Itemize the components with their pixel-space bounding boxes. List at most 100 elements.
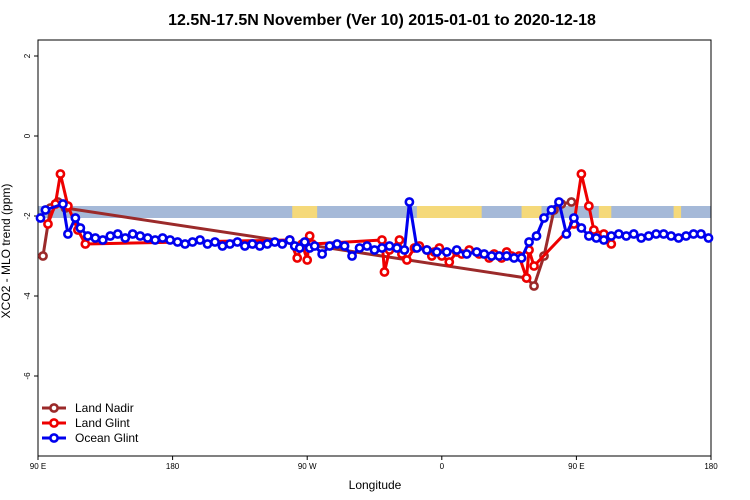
data-point-ocean-glint: [421, 245, 432, 255]
legend-item-ocean-glint: Ocean Glint: [42, 431, 139, 445]
series-ocean-glint: [35, 197, 714, 263]
data-point-land-glint: [55, 169, 66, 179]
data-point-ocean-glint: [621, 231, 632, 241]
data-point-land-glint: [43, 219, 53, 229]
data-point-ocean-glint: [546, 205, 557, 215]
chart-title: 12.5N-17.5N November (Ver 10) 2015-01-01…: [168, 12, 596, 29]
data-point-ocean-glint: [681, 231, 691, 241]
data-point-ocean-glint: [82, 231, 93, 241]
x-axis-label: Longitude: [349, 478, 402, 492]
data-point-ocean-glint: [97, 235, 108, 245]
legend-label: Ocean Glint: [75, 431, 139, 445]
data-point-ocean-glint: [479, 249, 490, 259]
data-point-ocean-glint: [441, 247, 452, 257]
data-point-ocean-glint: [598, 235, 609, 245]
data-point-ocean-glint: [195, 235, 205, 245]
data-point-ocean-glint: [299, 237, 310, 247]
band-highlight: [292, 206, 318, 218]
data-point-ocean-glint: [688, 229, 699, 239]
data-point-ocean-glint: [58, 199, 68, 209]
data-point-ocean-glint: [347, 251, 357, 261]
y-tick-label: -4: [23, 292, 32, 300]
data-point-ocean-glint: [404, 197, 415, 207]
y-tick-label: -2: [23, 212, 32, 220]
data-point-land-glint: [444, 257, 455, 267]
legend-marker: [49, 418, 59, 428]
data-point-ocean-glint: [210, 237, 220, 247]
data-point-ocean-glint: [317, 249, 328, 259]
data-point-ocean-glint: [180, 239, 190, 249]
data-point-ocean-glint: [606, 231, 617, 241]
legend-label: Land Glint: [75, 416, 130, 430]
y-tick-label: -6: [23, 372, 32, 380]
data-point-ocean-glint: [524, 237, 534, 247]
legend-marker: [49, 433, 59, 443]
series-layer: [35, 169, 714, 291]
band-highlight: [416, 206, 482, 218]
data-point-ocean-glint: [75, 223, 86, 233]
data-point-ocean-glint: [486, 251, 497, 261]
data-point-ocean-glint: [262, 239, 273, 249]
data-point-ocean-glint: [157, 233, 168, 243]
data-point-ocean-glint: [431, 247, 442, 257]
data-point-land-glint: [583, 201, 594, 211]
data-point-land-glint: [292, 253, 303, 263]
legend-marker: [49, 403, 59, 413]
data-point-land-glint: [377, 235, 387, 245]
x-tick-label: 0: [440, 462, 445, 471]
x-tick-label: 90 W: [298, 462, 317, 471]
legend-item-land-glint: Land Glint: [42, 416, 130, 430]
data-point-ocean-glint: [554, 197, 564, 207]
data-point-ocean-glint: [399, 245, 410, 255]
data-point-ocean-glint: [636, 233, 647, 243]
data-point-ocean-glint: [673, 233, 684, 243]
data-point-ocean-glint: [643, 231, 654, 241]
data-point-land-glint: [576, 169, 587, 179]
data-point-ocean-glint: [277, 239, 288, 249]
y-tick-label: 2: [23, 53, 32, 58]
x-tick-label: 90 E: [568, 462, 584, 471]
x-tick-label: 180: [704, 462, 718, 471]
data-point-ocean-glint: [494, 251, 505, 261]
data-point-ocean-glint: [411, 243, 422, 253]
data-point-ocean-glint: [142, 233, 153, 243]
data-point-ocean-glint: [628, 229, 639, 239]
data-point-ocean-glint: [63, 229, 73, 239]
legend-label: Land Nadir: [75, 401, 134, 415]
data-point-land-nadir: [38, 251, 48, 261]
data-point-ocean-glint: [127, 229, 138, 239]
data-point-ocean-glint: [501, 251, 512, 261]
data-point-ocean-glint: [531, 231, 542, 241]
data-point-land-glint: [304, 231, 315, 241]
data-point-land-glint: [606, 239, 617, 249]
data-point-land-glint: [80, 239, 91, 249]
data-point-ocean-glint: [324, 241, 335, 251]
data-point-ocean-glint: [40, 205, 51, 215]
data-point-ocean-glint: [120, 233, 131, 243]
data-point-ocean-glint: [362, 241, 372, 251]
background-band: [38, 206, 711, 218]
data-point-ocean-glint: [703, 233, 714, 243]
band-highlight: [673, 206, 682, 218]
data-point-ocean-glint: [332, 239, 343, 249]
data-point-ocean-glint: [461, 249, 472, 259]
data-point-ocean-glint: [651, 229, 662, 239]
data-point-ocean-glint: [284, 235, 295, 245]
data-point-ocean-glint: [225, 239, 235, 249]
band-highlight: [521, 206, 542, 218]
data-point-land-glint: [521, 273, 532, 283]
data-point-ocean-glint: [232, 237, 243, 247]
plot-frame: [37, 39, 712, 457]
data-point-land-nadir: [529, 281, 539, 291]
data-point-ocean-glint: [591, 233, 602, 243]
data-point-ocean-glint: [254, 241, 265, 251]
data-point-ocean-glint: [35, 213, 46, 223]
x-tick-label: 180: [166, 462, 180, 471]
data-point-ocean-glint: [217, 241, 228, 251]
data-point-ocean-glint: [309, 241, 320, 251]
data-point-land-glint: [394, 235, 405, 245]
data-point-ocean-glint: [247, 239, 258, 249]
data-point-ocean-glint: [471, 247, 482, 257]
